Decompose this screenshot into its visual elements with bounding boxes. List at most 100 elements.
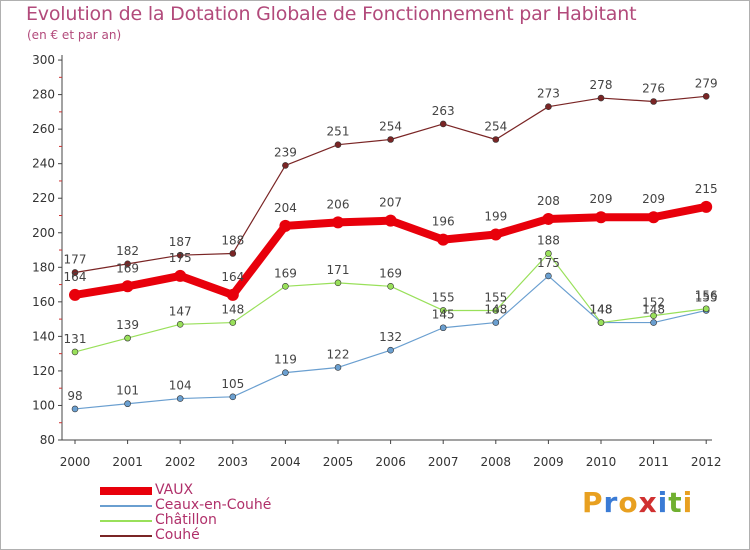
data-label-ceaux-en-couhe: 132 bbox=[379, 330, 402, 344]
data-label-ceaux-en-couhe: 175 bbox=[537, 256, 560, 270]
data-label-chatillon: 155 bbox=[432, 290, 455, 304]
logo-letter: x bbox=[638, 486, 658, 519]
logo-letter: i bbox=[682, 486, 694, 519]
data-label-ceaux-en-couhe: 155 bbox=[695, 290, 718, 304]
data-point-couhe bbox=[650, 98, 657, 105]
x-tick-label: 2000 bbox=[60, 455, 91, 469]
data-point-ceaux-en-couhe bbox=[124, 400, 131, 408]
data-label-chatillon: 156 bbox=[695, 289, 718, 303]
data-point-vaux bbox=[489, 228, 502, 241]
x-tick-label: 2009 bbox=[533, 455, 564, 469]
data-label-ceaux-en-couhe: 101 bbox=[116, 384, 139, 398]
data-point-couhe bbox=[387, 136, 394, 143]
x-tick-label: 2010 bbox=[586, 455, 617, 469]
data-label-vaux: 207 bbox=[379, 196, 402, 210]
data-label-couhe: 263 bbox=[432, 104, 455, 118]
x-tick-label: 2004 bbox=[270, 455, 301, 469]
data-label-couhe: 177 bbox=[64, 252, 87, 266]
data-label-ceaux-en-couhe: 104 bbox=[169, 379, 192, 393]
data-point-couhe bbox=[702, 93, 710, 100]
data-point-chatillon bbox=[492, 307, 500, 314]
data-point-vaux bbox=[121, 280, 134, 293]
data-label-couhe: 254 bbox=[484, 120, 507, 134]
y-tick-label: 260 bbox=[32, 122, 55, 136]
data-point-chatillon bbox=[387, 282, 394, 290]
legend-swatch bbox=[100, 520, 152, 522]
data-label-vaux: 199 bbox=[484, 209, 507, 223]
chart-title: Evolution de la Dotation Globale de Fonc… bbox=[26, 3, 637, 25]
x-tick-label: 2007 bbox=[428, 455, 459, 469]
y-tick-label: 160 bbox=[32, 295, 55, 309]
data-point-ceaux-en-couhe bbox=[650, 319, 657, 326]
data-point-couhe bbox=[282, 162, 289, 169]
x-tick-label: 2001 bbox=[112, 455, 143, 469]
data-label-couhe: 254 bbox=[379, 120, 402, 134]
data-point-chatillon bbox=[650, 312, 657, 319]
data-point-chatillon bbox=[229, 319, 237, 326]
data-point-vaux bbox=[226, 288, 239, 301]
data-point-chatillon bbox=[439, 307, 447, 314]
data-label-ceaux-en-couhe: 148 bbox=[590, 303, 613, 317]
logo-letter: P bbox=[582, 486, 604, 519]
data-label-vaux: 209 bbox=[590, 192, 613, 206]
data-point-chatillon bbox=[597, 319, 605, 326]
data-point-vaux bbox=[279, 219, 292, 232]
data-point-couhe bbox=[334, 141, 342, 148]
data-label-ceaux-en-couhe: 98 bbox=[67, 389, 82, 403]
y-tick-label: 300 bbox=[32, 53, 55, 67]
x-tick-label: 2006 bbox=[375, 455, 406, 469]
data-label-couhe: 188 bbox=[221, 233, 244, 247]
data-point-couhe bbox=[176, 251, 184, 259]
data-label-ceaux-en-couhe: 105 bbox=[221, 377, 244, 391]
data-point-couhe bbox=[545, 103, 552, 110]
data-point-couhe bbox=[492, 136, 500, 143]
logo-letter: r bbox=[603, 486, 619, 519]
x-tick-label: 2003 bbox=[218, 455, 249, 469]
data-label-vaux: 164 bbox=[221, 270, 244, 284]
data-label-ceaux-en-couhe: 148 bbox=[484, 303, 507, 317]
data-point-couhe bbox=[124, 260, 131, 268]
chart-subtitle: (en € et par an) bbox=[27, 28, 122, 42]
logo-letter: o bbox=[618, 486, 639, 519]
x-tick-label: 2002 bbox=[165, 455, 196, 469]
data-label-chatillon: 171 bbox=[327, 263, 350, 277]
data-point-vaux bbox=[647, 211, 660, 224]
proxiti-logo: Proxiti bbox=[582, 486, 693, 519]
y-tick-label: 220 bbox=[32, 191, 55, 205]
data-point-couhe bbox=[229, 250, 237, 257]
data-point-chatillon bbox=[702, 305, 710, 313]
data-point-chatillon bbox=[71, 348, 79, 356]
legend-swatch bbox=[100, 505, 152, 507]
data-point-vaux bbox=[384, 214, 397, 227]
x-tick-label: 2005 bbox=[323, 455, 354, 469]
data-label-ceaux-en-couhe: 145 bbox=[432, 308, 455, 322]
data-label-chatillon: 188 bbox=[537, 233, 560, 247]
data-label-chatillon: 148 bbox=[221, 303, 244, 317]
data-point-ceaux-en-couhe bbox=[176, 395, 184, 402]
data-point-vaux bbox=[542, 212, 555, 225]
data-label-vaux: 175 bbox=[169, 251, 192, 265]
data-point-ceaux-en-couhe bbox=[334, 364, 342, 371]
data-label-chatillon: 139 bbox=[116, 318, 139, 332]
data-point-vaux bbox=[437, 233, 450, 246]
legend-label: Couhé bbox=[155, 527, 200, 543]
x-tick-label: 2011 bbox=[638, 455, 669, 469]
data-point-vaux bbox=[69, 288, 81, 301]
legend-swatch bbox=[100, 535, 152, 537]
y-tick-label: 200 bbox=[32, 226, 55, 240]
y-tick-label: 120 bbox=[32, 364, 55, 378]
y-tick-label: 280 bbox=[32, 88, 55, 102]
data-label-couhe: 251 bbox=[327, 125, 350, 139]
data-point-couhe bbox=[71, 269, 79, 276]
data-point-couhe bbox=[439, 120, 447, 128]
data-point-ceaux-en-couhe bbox=[282, 369, 289, 376]
legend-label: Ceaux-en-Couhé bbox=[155, 497, 272, 513]
data-label-chatillon: 155 bbox=[484, 290, 507, 304]
data-point-chatillon bbox=[124, 334, 131, 342]
data-point-ceaux-en-couhe bbox=[439, 324, 447, 332]
data-point-vaux bbox=[700, 200, 713, 213]
data-label-ceaux-en-couhe: 122 bbox=[327, 347, 350, 361]
data-label-couhe: 278 bbox=[590, 78, 613, 92]
data-point-ceaux-en-couhe bbox=[545, 272, 552, 280]
